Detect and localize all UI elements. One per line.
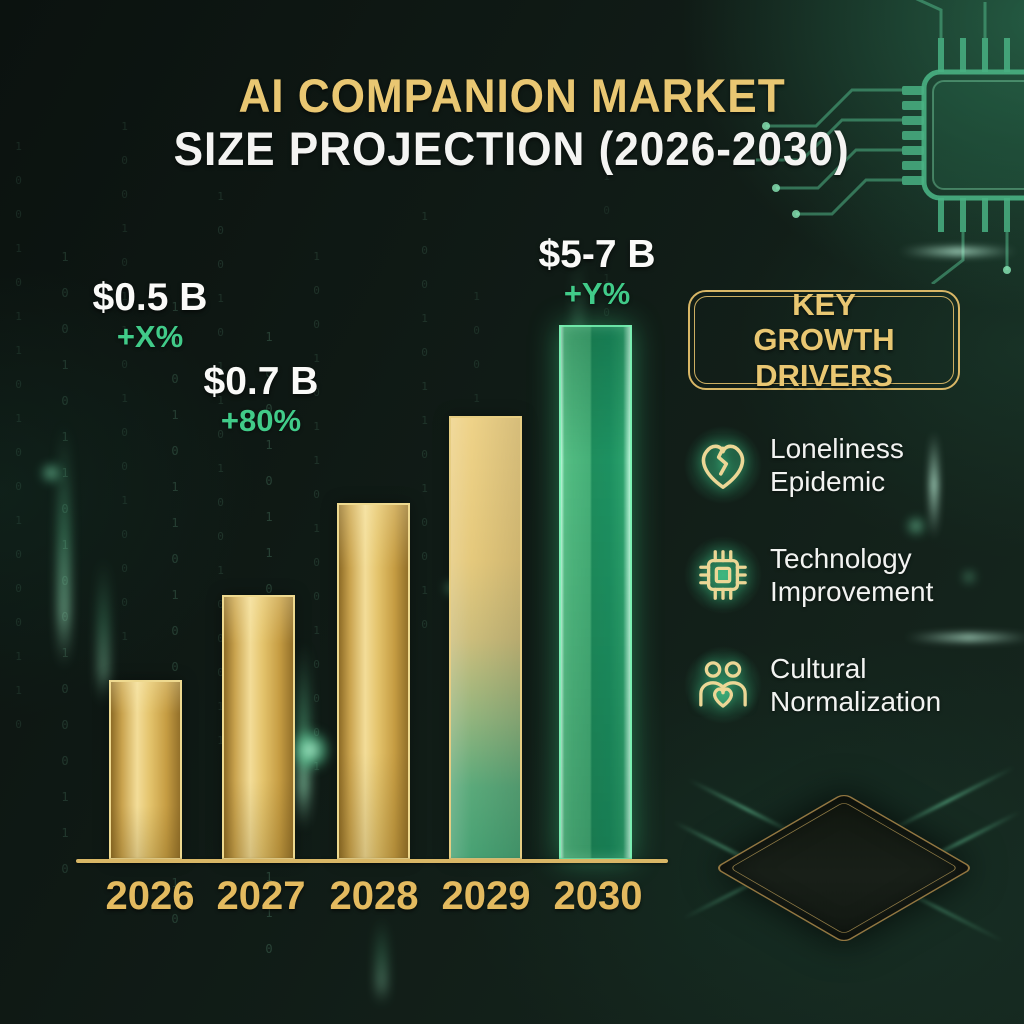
lens-flare xyxy=(904,634,1024,641)
drivers-panel-title: KEY GROWTH DRIVERS xyxy=(753,286,895,393)
driver-cultural-normalization: Cultural Normalization xyxy=(684,646,1012,725)
value-label-2026: $0.5 B xyxy=(92,276,208,320)
driver-label: Loneliness Epidemic xyxy=(770,433,904,498)
isometric-chip-graphic xyxy=(673,756,1022,966)
bar-2027-labels: $0.7 B +80% xyxy=(203,360,319,439)
growth-label-2030: +Y% xyxy=(563,276,631,312)
driver-label: Cultural Normalization xyxy=(770,653,942,718)
driver-label: Technology Improvement xyxy=(770,543,934,608)
bar-2029 xyxy=(449,416,522,860)
matrix-rain-column: 1 0 0 1 0 1 1 0 1 0 0 1 0 0 0 1 1 0 1 0 … xyxy=(12,140,25,740)
chip-body xyxy=(713,792,975,944)
bar-2030-labels: $5-7 B +Y% xyxy=(538,233,656,312)
circuit-trace xyxy=(673,820,783,879)
matrix-rain-column: 1 0 0 1 0 1 1 0 1 0 0 1 0 0 0 1 1 0 1 0 … xyxy=(310,250,323,790)
glow-streak xyxy=(298,640,308,830)
circuit-trace xyxy=(894,810,1022,877)
bar-2026 xyxy=(109,680,182,860)
x-tick-2029: 2029 xyxy=(441,874,531,918)
bar-2030 xyxy=(559,325,632,860)
page-title: AI COMPANION MARKET SIZE PROJECTION (202… xyxy=(0,69,1024,175)
icon-glow xyxy=(684,426,762,505)
matrix-rain-column: 1 0 0 1 0 1 1 0 1 0 0 1 0 0 0 1 1 0 1 0 … xyxy=(58,250,72,890)
title-line1: AI COMPANION MARKET xyxy=(238,69,786,122)
value-label-2027: $0.7 B xyxy=(203,360,319,404)
growth-label-2026: +X% xyxy=(116,319,184,355)
bar-2028 xyxy=(337,503,410,860)
circuit-trace xyxy=(869,872,1005,943)
glow-dot xyxy=(906,516,926,536)
matrix-rain-column: 1 0 0 1 0 1 1 0 1 0 0 1 0 0 0 1 1 0 1 0 … xyxy=(418,210,431,640)
key-growth-drivers-box: KEY GROWTH DRIVERS xyxy=(688,286,960,393)
glow-streak xyxy=(100,555,107,705)
title-line2: SIZE PROJECTION (2026-2030) xyxy=(173,121,851,175)
driver-loneliness-epidemic: Loneliness Epidemic xyxy=(684,426,1012,505)
circuit-trace xyxy=(688,778,806,841)
lens-flare xyxy=(898,248,1018,255)
x-tick-2027: 2027 xyxy=(216,874,306,918)
x-tick-2030: 2030 xyxy=(553,874,643,918)
chip-icon xyxy=(684,536,762,615)
driver-technology-improvement: Technology Improvement xyxy=(684,536,1012,615)
matrix-rain-column: 1 0 0 1 0 1 1 0 1 0 0 1 0 0 0 1 1 0 1 0 … xyxy=(118,120,131,640)
glow-streak xyxy=(378,915,385,1005)
x-tick-2026: 2026 xyxy=(105,874,195,918)
circuit-trace xyxy=(879,766,1015,837)
growth-label-2027: +80% xyxy=(220,403,302,439)
broken-heart-icon xyxy=(684,426,762,505)
x-tick-2028: 2028 xyxy=(329,874,419,918)
bar-2027 xyxy=(222,595,295,860)
value-label-2030: $5-7 B xyxy=(538,233,656,277)
icon-glow xyxy=(684,536,762,615)
bar-2026-labels: $0.5 B +X% xyxy=(92,276,208,355)
circuit-trace xyxy=(681,862,791,921)
glow-dot xyxy=(40,462,62,484)
glow-streak xyxy=(60,420,68,670)
people-heart-icon xyxy=(684,646,762,725)
x-axis-line xyxy=(76,859,668,863)
